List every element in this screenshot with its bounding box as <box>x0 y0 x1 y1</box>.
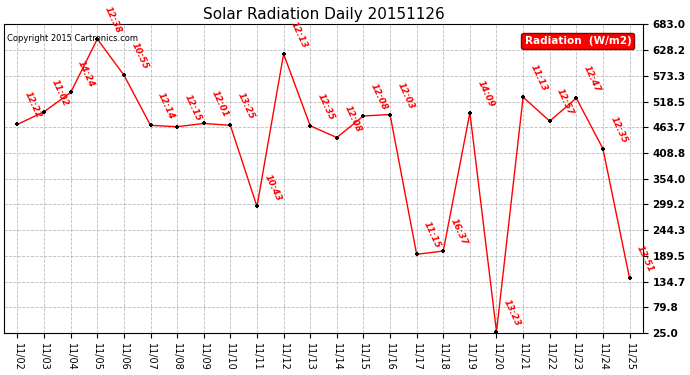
Text: 12:01: 12:01 <box>209 90 230 119</box>
Text: 14:09: 14:09 <box>475 79 495 108</box>
Text: 11:15: 11:15 <box>422 220 442 250</box>
Point <box>65 90 76 96</box>
Text: 12:08: 12:08 <box>369 82 389 112</box>
Text: 12:57: 12:57 <box>555 87 575 117</box>
Point <box>92 36 103 42</box>
Point <box>598 146 609 152</box>
Point <box>12 122 23 128</box>
Point <box>119 72 130 78</box>
Text: 11:13: 11:13 <box>529 63 549 93</box>
Text: 12:35: 12:35 <box>316 92 336 122</box>
Text: 13:25: 13:25 <box>236 92 256 121</box>
Text: 12:15: 12:15 <box>183 93 203 123</box>
Point <box>411 251 422 257</box>
Point <box>544 118 555 124</box>
Text: 12:03: 12:03 <box>395 81 416 110</box>
Point <box>437 248 448 254</box>
Text: 10:43: 10:43 <box>262 172 283 202</box>
Text: 13:51: 13:51 <box>635 244 656 274</box>
Point <box>358 113 369 119</box>
Text: 14:24: 14:24 <box>77 58 97 88</box>
Text: 11:02: 11:02 <box>50 78 70 108</box>
Point <box>464 110 475 116</box>
Point <box>305 123 316 129</box>
Point <box>571 95 582 101</box>
Point <box>225 122 236 128</box>
Text: 12:35: 12:35 <box>609 115 629 145</box>
Text: 12:08: 12:08 <box>342 104 363 134</box>
Point <box>172 124 183 130</box>
Point <box>624 275 635 281</box>
Point <box>384 111 395 117</box>
Text: 12:13: 12:13 <box>289 20 309 50</box>
Text: 16:37: 16:37 <box>448 217 469 247</box>
Text: 12:47: 12:47 <box>582 64 602 94</box>
Point <box>198 120 209 126</box>
Point <box>331 135 342 141</box>
Point <box>491 329 502 335</box>
Point <box>39 109 50 115</box>
Title: Solar Radiation Daily 20151126: Solar Radiation Daily 20151126 <box>203 7 444 22</box>
Text: 13:23: 13:23 <box>502 298 522 327</box>
Text: 12:22: 12:22 <box>23 90 43 120</box>
Point <box>251 204 262 210</box>
Text: Copyright 2015 Cartronics.com: Copyright 2015 Cartronics.com <box>8 34 139 43</box>
Text: 10:55: 10:55 <box>130 41 150 71</box>
Point <box>145 122 156 128</box>
Point <box>518 94 529 100</box>
Point <box>278 51 289 57</box>
Text: 12:38: 12:38 <box>103 5 123 35</box>
Text: 12:14: 12:14 <box>156 92 177 121</box>
Legend: Radiation  (W/m2): Radiation (W/m2) <box>522 33 635 49</box>
